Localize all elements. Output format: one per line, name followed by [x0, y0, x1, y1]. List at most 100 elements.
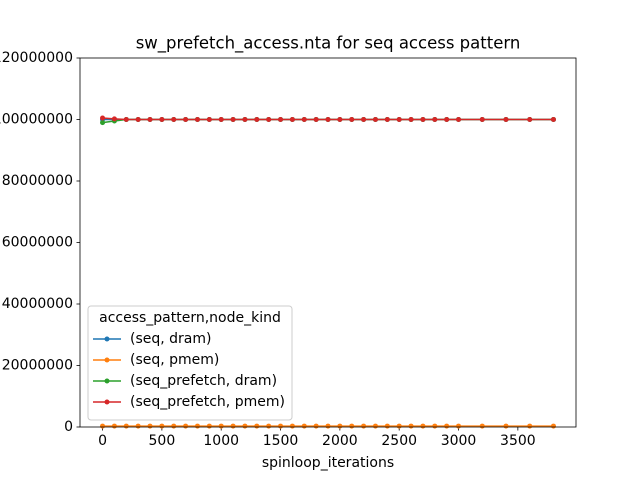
legend: access_pattern,node_kind (seq, dram) (seq,…	[87, 305, 293, 421]
point	[408, 117, 414, 122]
y-tick-label: 100000000	[0, 112, 73, 128]
point	[289, 117, 295, 122]
point	[135, 423, 141, 429]
point	[432, 117, 438, 122]
point	[432, 423, 438, 429]
point	[349, 117, 355, 122]
x-tick-label: 0	[98, 433, 107, 449]
point	[278, 423, 284, 429]
point	[503, 423, 509, 429]
legend-label: (seq_prefetch, dram)	[130, 373, 277, 389]
legend-box	[87, 305, 293, 421]
point	[159, 117, 165, 122]
y-tick-label: 120000000	[0, 50, 73, 66]
point	[266, 117, 272, 122]
legend-marker	[104, 357, 110, 363]
point	[206, 423, 212, 429]
point	[218, 423, 224, 429]
point	[111, 423, 117, 429]
y-tick-label: 60000000	[2, 235, 73, 251]
point	[349, 423, 355, 429]
point	[135, 117, 141, 122]
legend-title: access_pattern,node_kind	[99, 310, 281, 326]
point	[361, 117, 367, 122]
point	[242, 423, 248, 429]
x-tick-label: 2000	[322, 433, 358, 449]
point	[479, 117, 485, 122]
point	[171, 423, 177, 429]
point	[444, 423, 450, 429]
point	[183, 423, 189, 429]
x-tick-label: 3500	[500, 433, 536, 449]
chart-title: sw_prefetch_access.nta for seq access pa…	[136, 34, 521, 54]
point	[183, 117, 189, 122]
point	[396, 423, 402, 429]
point	[527, 423, 533, 429]
point	[550, 423, 556, 429]
y-tick-label: 40000000	[2, 296, 73, 312]
point	[384, 423, 390, 429]
point	[456, 423, 462, 429]
point	[337, 117, 343, 122]
point	[218, 117, 224, 122]
point	[123, 423, 129, 429]
point	[159, 423, 165, 429]
point	[325, 117, 331, 122]
point	[503, 117, 509, 122]
point	[100, 115, 106, 121]
point	[100, 423, 106, 429]
point	[254, 117, 260, 122]
point	[194, 117, 200, 122]
point	[301, 117, 307, 122]
x-tick-label: 2500	[381, 433, 417, 449]
x-axis-label: spinloop_iterations	[262, 455, 394, 471]
plot-frame	[79, 57, 577, 428]
point	[147, 423, 153, 429]
point	[100, 120, 106, 126]
point	[147, 117, 153, 122]
point	[396, 117, 402, 122]
point	[325, 423, 331, 429]
legend-marker	[104, 378, 110, 384]
point	[372, 117, 378, 122]
point	[230, 423, 236, 429]
legend-label: (seq, pmem)	[130, 352, 219, 368]
point	[444, 117, 450, 122]
point	[230, 117, 236, 122]
legend-label: (seq, dram)	[130, 331, 211, 347]
x-tick-label: 500	[149, 433, 176, 449]
point	[337, 423, 343, 429]
y-tick-label: 80000000	[2, 173, 73, 189]
legend-marker	[104, 399, 110, 405]
point	[111, 116, 117, 122]
point	[479, 423, 485, 429]
y-tick-label: 20000000	[2, 358, 73, 374]
point	[289, 423, 295, 429]
point	[420, 423, 426, 429]
point	[194, 423, 200, 429]
point	[361, 423, 367, 429]
point	[206, 117, 212, 122]
point	[242, 117, 248, 122]
point	[420, 117, 426, 122]
point	[372, 423, 378, 429]
point	[123, 117, 129, 122]
legend-label: (seq_prefetch, pmem)	[130, 394, 285, 410]
point	[384, 117, 390, 122]
x-tick-label: 1000	[203, 433, 239, 449]
x-tick-label: 3000	[441, 433, 477, 449]
x-tick-label: 1500	[263, 433, 299, 449]
y-tick-label: 0	[64, 419, 73, 435]
point	[313, 423, 319, 429]
point	[527, 117, 533, 122]
point	[408, 423, 414, 429]
point	[456, 117, 462, 122]
point	[550, 117, 556, 122]
point	[313, 117, 319, 122]
point	[254, 423, 260, 429]
point	[278, 117, 284, 122]
legend-marker	[104, 336, 110, 342]
point	[171, 117, 177, 122]
